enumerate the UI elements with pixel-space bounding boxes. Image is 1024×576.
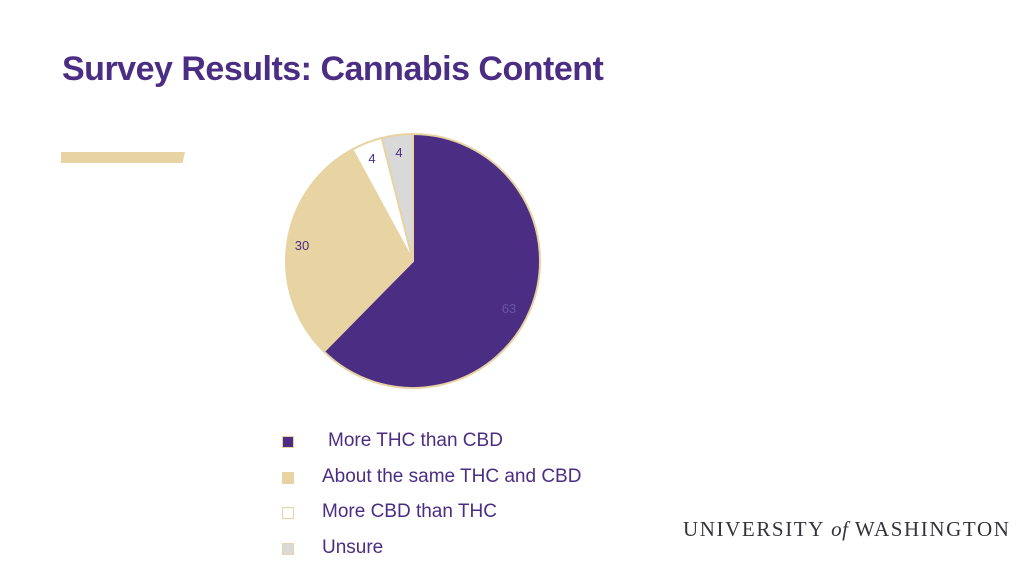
logo-text-washington: WASHINGTON [854, 517, 1011, 541]
accent-bar [61, 152, 185, 163]
logo-text-university: UNIVERSITY [683, 517, 825, 541]
logo-text-of: of [831, 517, 849, 541]
legend-label-more-cbd: More CBD than THC [322, 501, 497, 522]
legend-item-more-thc: More THC than CBD [282, 428, 642, 456]
data-label-more-thc-than-cbd: 63 [502, 301, 516, 316]
pie-slice-unsure [380, 133, 414, 262]
legend-swatch-unsure [282, 543, 294, 555]
data-label-about-the-same-thc-and-cbd: 30 [295, 238, 309, 253]
legend-label-about-same: About the same THC and CBD [322, 466, 582, 487]
data-label-unsure: 4 [395, 145, 402, 160]
legend-item-more-cbd: More CBD than THC [282, 499, 642, 527]
legend-swatch-more-cbd [282, 507, 294, 519]
legend-item-unsure: Unsure [282, 535, 642, 563]
legend-item-about-same: About the same THC and CBD [282, 464, 642, 492]
pie-slice-more-thc-than-cbd [322, 133, 541, 389]
legend-label-unsure: Unsure [322, 537, 384, 558]
slide-title: Survey Results: Cannabis Content [62, 50, 604, 88]
data-label-more-cbd-than-thc: 4 [368, 151, 375, 166]
university-of-washington-logo: UNIVERSITY of WASHINGTON [683, 517, 1011, 542]
legend-swatch-about-same [282, 472, 294, 484]
legend-label-more-thc: More THC than CBD [328, 430, 503, 451]
pie-slice-about-the-same-thc-and-cbd [285, 148, 414, 353]
legend-swatch-more-thc [282, 436, 294, 448]
